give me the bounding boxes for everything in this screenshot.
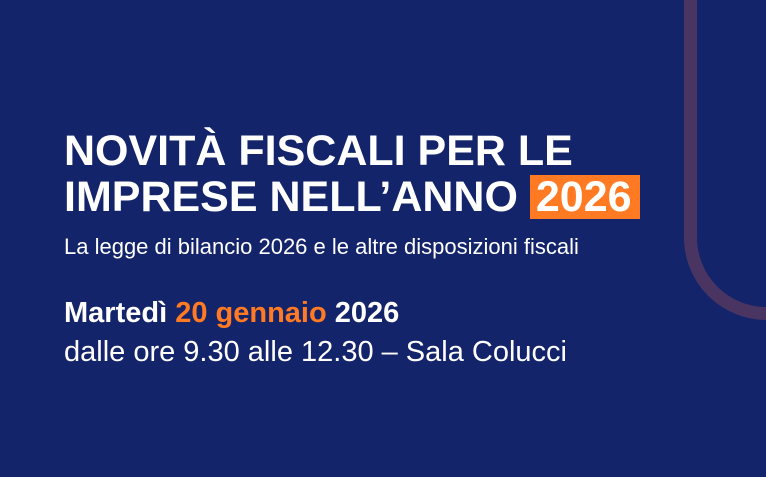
event-title: NOVITÀ FISCALI PER LE IMPRESE NELL’ANNO …: [64, 128, 640, 220]
frame-stroke: [683, 0, 766, 320]
decorative-rounded-frame: [683, 0, 766, 320]
year-highlight: 2026: [529, 175, 640, 219]
title-line-2: IMPRESE NELL’ANNO 2026: [64, 174, 640, 220]
title-line-1: NOVITÀ FISCALI PER LE: [64, 127, 573, 175]
event-subtitle: La legge di bilancio 2026 e le altre dis…: [64, 234, 579, 259]
title-line-2-text: IMPRESE NELL’ANNO: [64, 173, 518, 221]
year: 2026: [334, 297, 400, 329]
weekday: Martedì: [64, 297, 168, 329]
event-time-place: dalle ore 9.30 alle 12.30 – Sala Colucci: [64, 336, 567, 368]
event-date: Martedì 20 gennaio 2026: [64, 297, 399, 330]
day-month: 20 gennaio: [175, 297, 327, 329]
